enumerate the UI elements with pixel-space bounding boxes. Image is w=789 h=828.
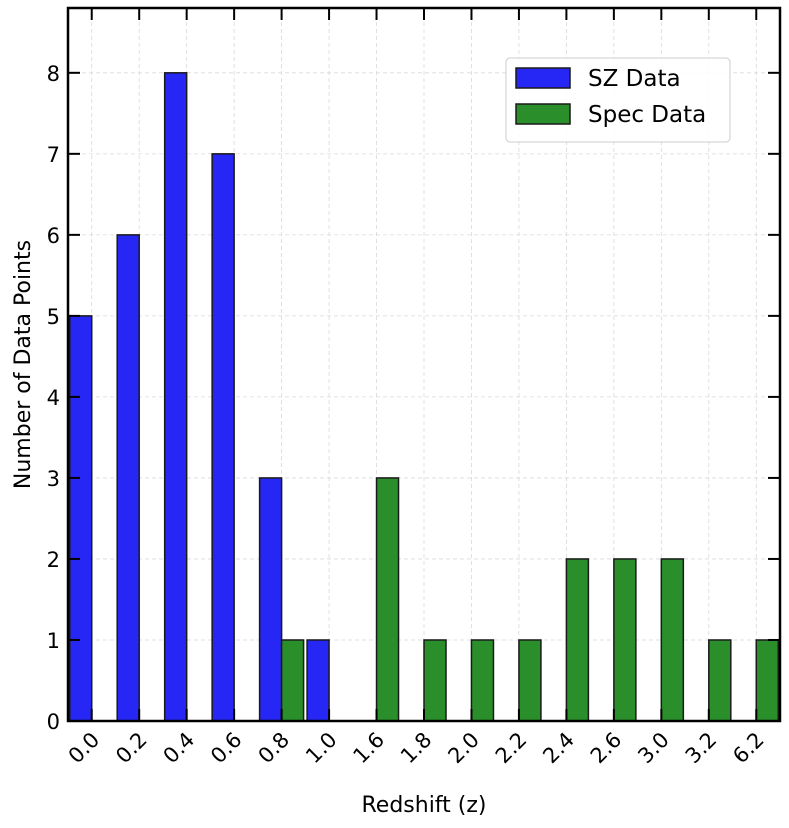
bar-sz-data-0.4: [163, 72, 188, 722]
legend-label-spec-data: Spec Data: [588, 102, 706, 128]
y-tick-label: 0: [47, 710, 60, 734]
bar-spec-data-3.2: [708, 639, 732, 722]
x-tick-label: 3.0: [633, 728, 674, 769]
x-tick-label: 1.8: [396, 728, 437, 769]
bars: [68, 72, 780, 722]
y-tick-label: 4: [47, 386, 60, 410]
y-tick-label: 5: [47, 305, 60, 329]
bar-sz-data-0.2: [116, 234, 140, 722]
ticks: [68, 8, 780, 722]
x-tick-label: 0.8: [254, 728, 295, 769]
y-tick-label: 3: [47, 467, 60, 491]
x-tick-label: 0.4: [159, 728, 200, 769]
bar-sz-data-1.0: [306, 639, 330, 722]
x-tick-label: 2.0: [443, 728, 484, 769]
bar-spec-data-6.2: [755, 639, 780, 722]
x-tick-label: 2.4: [538, 728, 579, 769]
bar-spec-data-1.8: [423, 639, 447, 722]
legend: SZ Data Spec Data: [505, 57, 731, 143]
y-tick-label: 2: [47, 548, 60, 572]
bar-spec-data-2.4: [565, 558, 590, 722]
bar-sz-data-0.8: [258, 477, 283, 722]
y-tick-label: 1: [47, 629, 60, 653]
bar-spec-data-3.0: [660, 558, 685, 722]
y-tick-label: 7: [47, 143, 60, 167]
x-tick-label: 0.6: [206, 728, 247, 769]
bar-spec-data-0.8: [280, 639, 305, 722]
bar-spec-data-1.6: [375, 477, 400, 722]
legend-swatch-sz-data: [515, 67, 571, 89]
y-tick-label: 8: [47, 62, 60, 86]
legend-swatch-spec-data: [515, 103, 571, 125]
x-tick-label: 3.2: [681, 728, 722, 769]
y-axis-title: Number of Data Points: [11, 240, 36, 489]
x-tick-label: 0.0: [64, 728, 105, 769]
x-tick-label: 2.6: [586, 728, 627, 769]
bar-spec-data-2.2: [518, 639, 542, 722]
bar-sz-data-0.6: [211, 153, 235, 722]
bar-sz-data-0.0: [68, 315, 93, 722]
legend-label-sz-data: SZ Data: [588, 66, 681, 92]
x-axis-title: Redshift (z): [361, 793, 486, 818]
bar-spec-data-2.6: [613, 558, 637, 722]
x-tick-label: 2.2: [491, 728, 532, 769]
x-tick-label: 1.0: [301, 728, 342, 769]
bar-spec-data-2.0: [470, 639, 495, 722]
x-tick-label: 1.6: [348, 728, 389, 769]
x-tick-label: 0.2: [111, 728, 152, 769]
y-tick-label: 6: [47, 224, 60, 248]
x-tick-label: 6.2: [728, 728, 769, 769]
